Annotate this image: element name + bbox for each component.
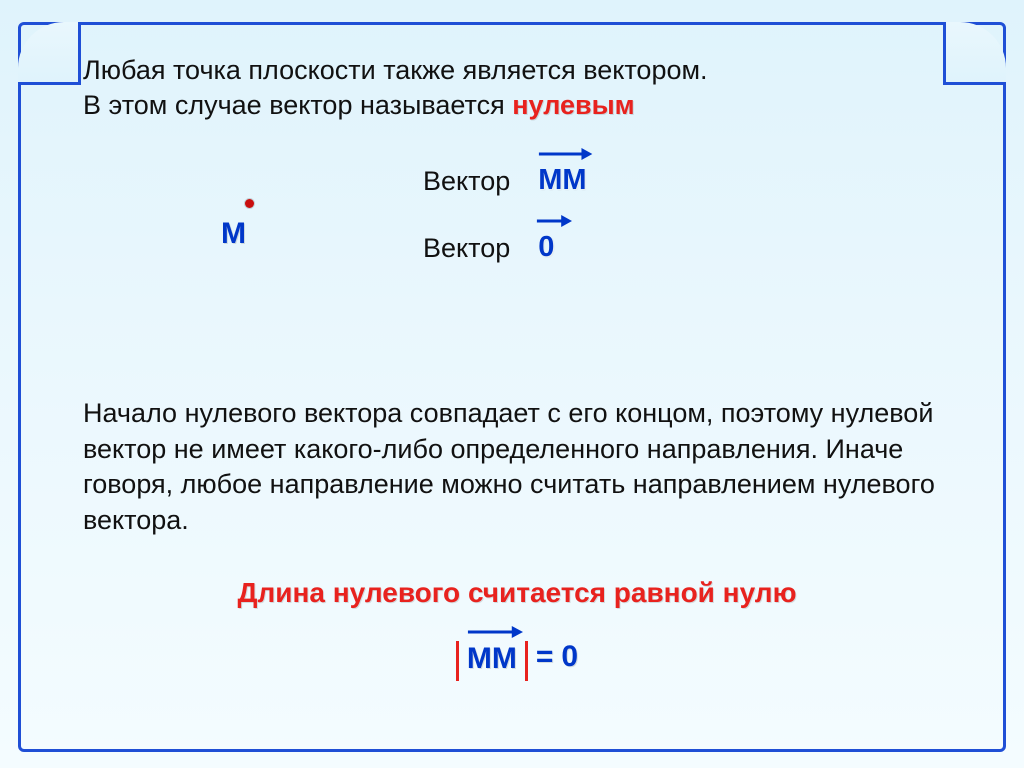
formula-mm-text: ММ [467,642,517,675]
abs-bar-left-icon [456,641,459,681]
point-m-label: M [221,217,246,251]
corner-top-left [18,22,81,85]
vector-zero-text: 0 [538,231,554,263]
vector-word-1: Вектор [423,166,510,197]
explain-paragraph: Начало нулевого вектора совпадает с его … [83,396,951,539]
intro-line1: Любая точка плоскости также является век… [83,55,708,85]
formula-eq: = [536,640,554,674]
formula-row: ММ = 0 [83,637,951,682]
corner-top-right [943,22,1006,85]
formula-zero: 0 [561,640,578,674]
vector-zero-label: 0 [538,225,562,264]
vector-mm-text: ММ [538,164,586,196]
vector-row-mm: Вектор ММ [423,158,951,197]
intro-line2-prefix: В этом случае вектор называется [83,90,512,120]
intro-paragraph: Любая точка плоскости также является век… [83,53,951,122]
vector-row-zero: Вектор 0 [423,225,951,264]
slide-frame: Любая точка плоскости также является век… [18,22,1006,752]
vector-mm-label: ММ [538,158,586,197]
vector-arrow-icon [467,624,523,638]
vector-arrow-icon [536,213,572,227]
abs-bar-right-icon [525,641,528,681]
formula-mm: ММ [467,638,517,676]
intro-emph-nulevym: нулевым [512,90,634,120]
point-dot-icon [245,199,254,208]
length-statement: Длина нулевого считается равной нулю [83,577,951,609]
vector-arrow-icon [538,146,592,160]
vector-word-2: Вектор [423,233,510,264]
